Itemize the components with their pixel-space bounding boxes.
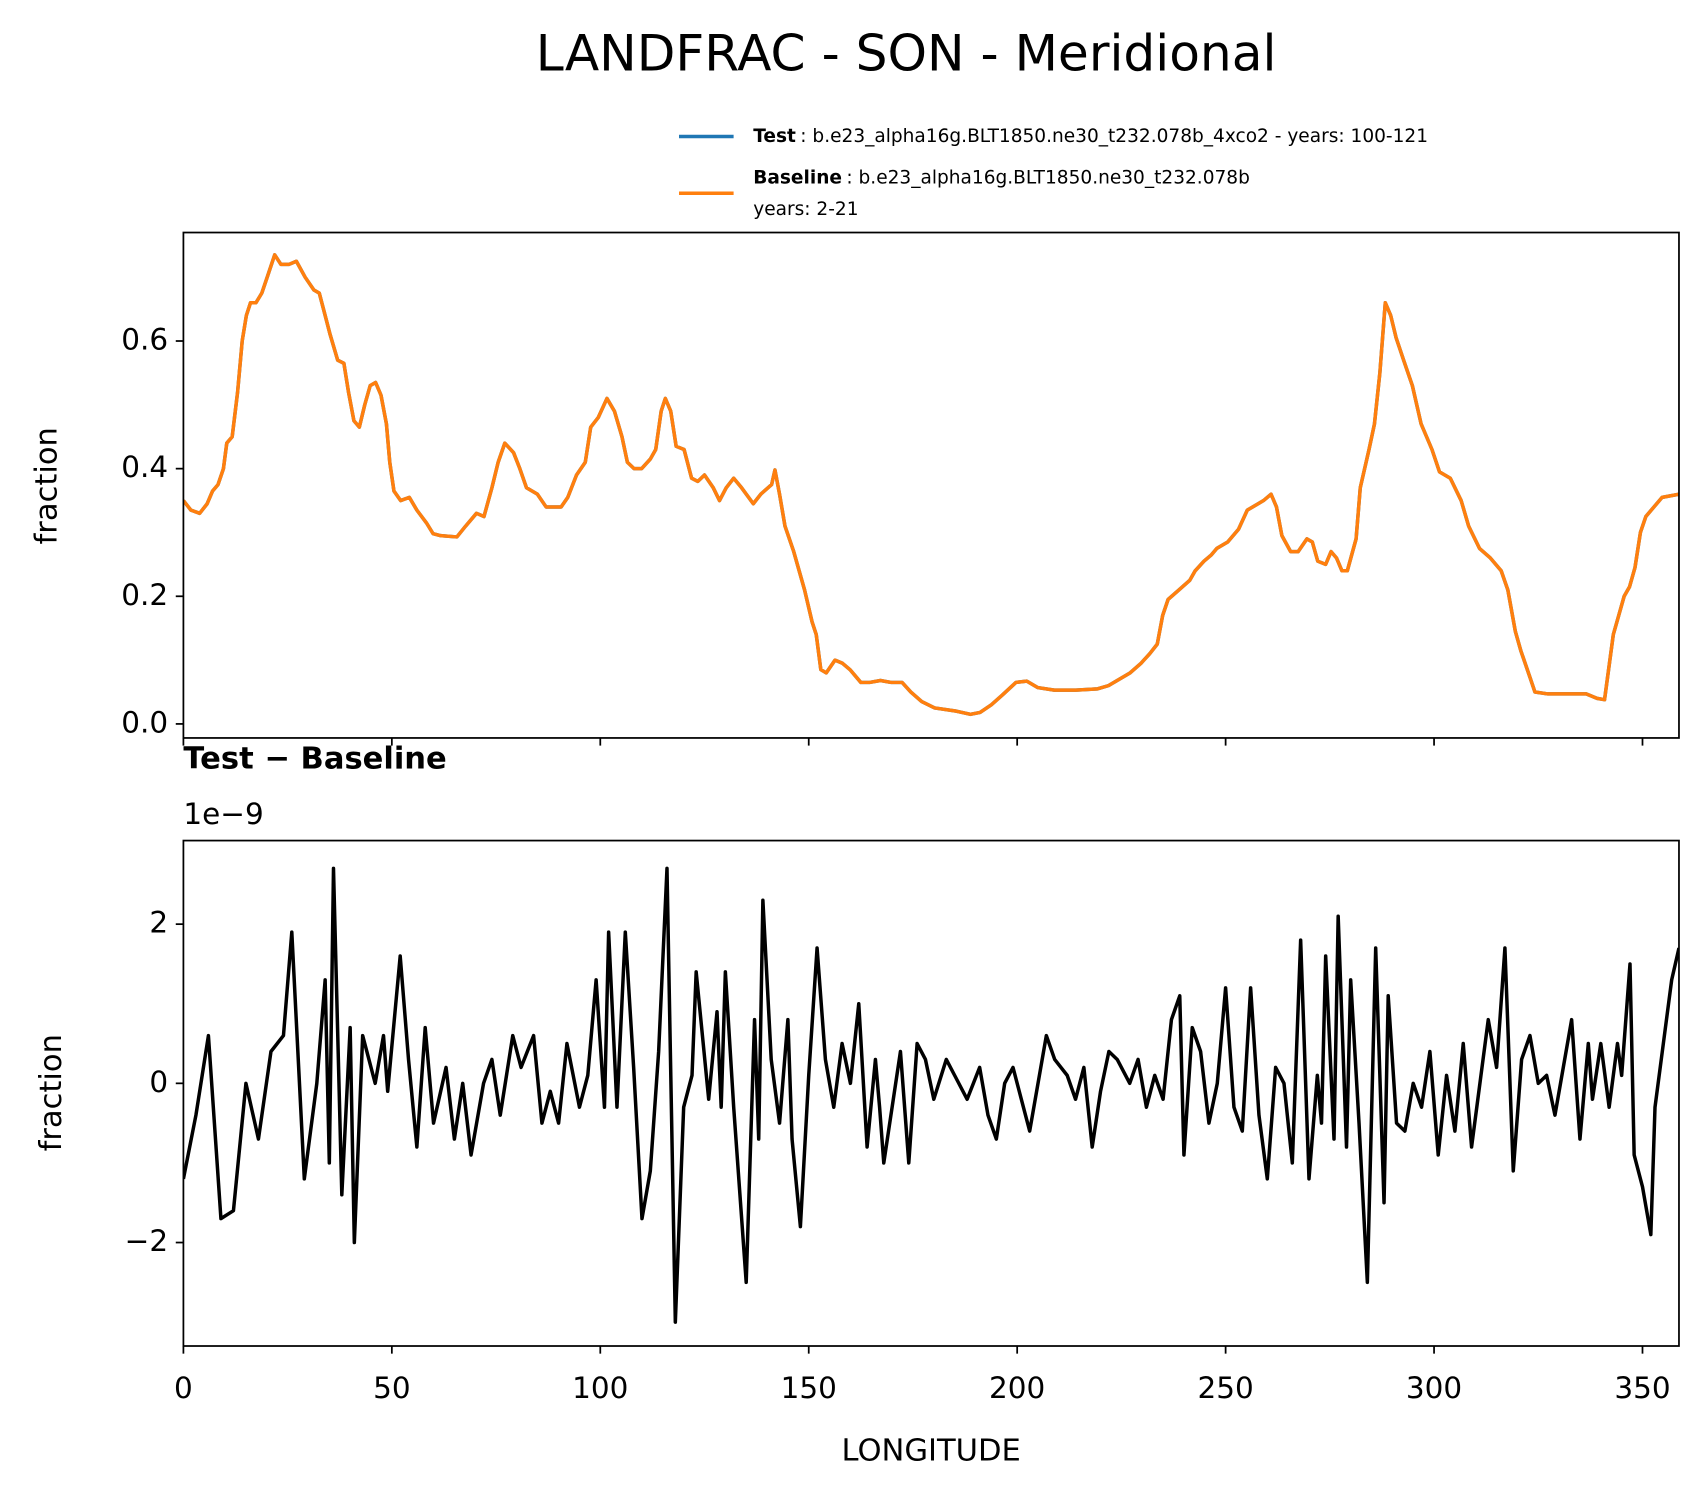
y-tick-label: 0.2 <box>121 578 168 612</box>
y-tick-label: 0 <box>149 1065 168 1099</box>
y-axis-label: fraction <box>34 1034 69 1151</box>
x-axis-label: LONGITUDE <box>842 1433 1021 1468</box>
axes-frame <box>182 231 1680 739</box>
x-tick-label: 50 <box>373 1371 410 1405</box>
legend-description: : b.e23_alpha16g.BLT1850.ne30_t232.078b <box>846 167 1250 188</box>
y-tick-label: −2 <box>125 1224 168 1258</box>
x-tick-label: 150 <box>781 1371 837 1405</box>
legend-description: years: 2-21 <box>753 199 858 220</box>
x-tick-label: 350 <box>1614 1371 1670 1405</box>
y-axis-label: fraction <box>30 427 65 544</box>
line-series <box>183 866 1679 1324</box>
line-series <box>183 253 1679 717</box>
y-tick-label: 0.6 <box>121 323 168 357</box>
subplot-title: Test − Baseline <box>183 741 446 776</box>
x-tick-label: 0 <box>174 1371 193 1405</box>
x-tick-label: 300 <box>1406 1371 1462 1405</box>
y-tick-label: 0.4 <box>121 450 168 484</box>
axes-frame <box>182 839 1680 1347</box>
legend-label: Test <box>753 126 796 147</box>
legend-label: Baseline <box>753 167 842 188</box>
offset-label: 1e−9 <box>183 797 263 831</box>
y-tick-label: 2 <box>149 906 168 940</box>
x-tick-label: 100 <box>572 1371 628 1405</box>
x-tick-label: 200 <box>989 1371 1045 1405</box>
chart-title: LANDFRAC - SON - Meridional <box>536 23 1277 82</box>
y-tick-label: 0.0 <box>121 705 168 739</box>
x-tick-label: 250 <box>1197 1371 1253 1405</box>
legend-description: : b.e23_alpha16g.BLT1850.ne30_t232.078b_… <box>800 126 1428 147</box>
